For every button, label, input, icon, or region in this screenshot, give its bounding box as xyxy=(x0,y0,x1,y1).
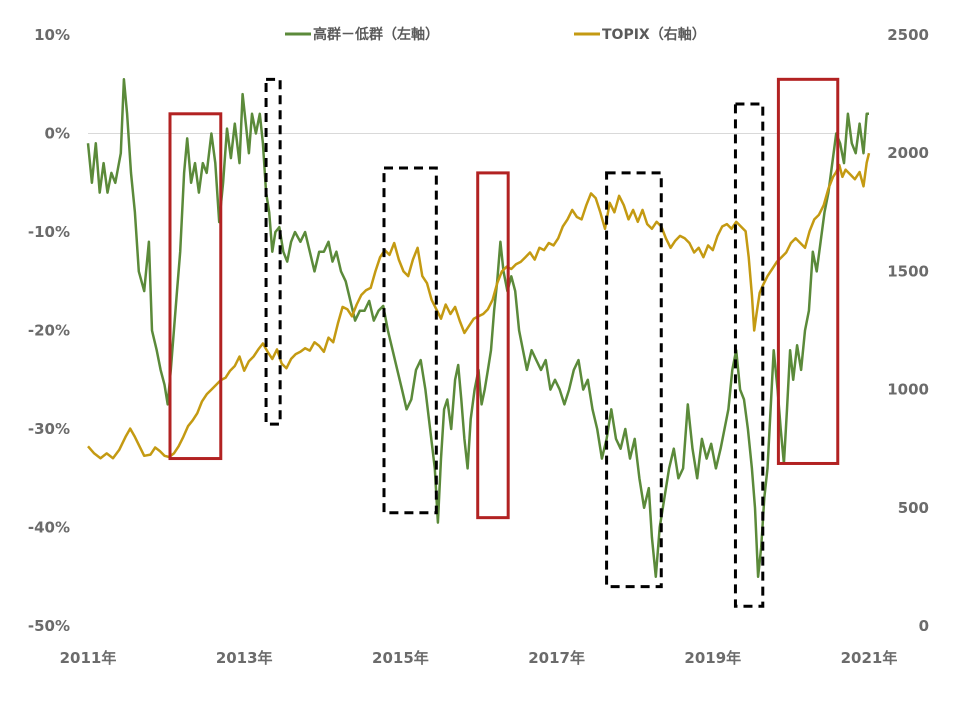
solid-highlight-box xyxy=(776,77,840,465)
dashed-highlight-box xyxy=(264,77,282,426)
left-axis-tick-label: -50% xyxy=(28,617,70,635)
right-axis-tick-label: 1500 xyxy=(887,262,929,280)
right-axis-tick-label: 500 xyxy=(898,499,929,517)
left-axis-tick-label: -30% xyxy=(28,420,70,438)
right-axis-ticks: 2500 2000 1500 1000 500 0 xyxy=(887,26,929,635)
x-axis-tick-label: 2011年 xyxy=(60,649,117,667)
right-axis-tick-label: 1000 xyxy=(887,381,929,399)
right-axis-tick-label: 0 xyxy=(919,617,929,635)
left-axis-tick-label: -10% xyxy=(28,223,70,241)
legend-label-spread: 高群－低群（左軸） xyxy=(313,26,439,43)
left-axis-tick-label: -40% xyxy=(28,519,70,537)
x-axis-tick-label: 2017年 xyxy=(528,649,585,667)
x-axis-tick-label: 2013年 xyxy=(216,649,273,667)
solid-highlight-box xyxy=(476,171,510,520)
left-axis-tick-label: -20% xyxy=(28,322,70,340)
legend-label-topix: TOPIX（右軸） xyxy=(602,26,706,43)
legend: 高群－低群（左軸） TOPIX（右軸） xyxy=(285,26,706,43)
dashed-highlight-box xyxy=(605,171,663,589)
x-axis-tick-label: 2015年 xyxy=(372,649,429,667)
left-axis-tick-label: 10% xyxy=(34,26,70,44)
right-axis-tick-label: 2000 xyxy=(887,144,929,162)
series-line-topix xyxy=(87,152,871,460)
right-axis-tick-label: 2500 xyxy=(887,26,929,44)
left-axis-tick-label: 0% xyxy=(45,125,70,143)
left-axis-ticks: 10% 0% -10% -20% -30% -40% -50% xyxy=(28,26,70,635)
x-axis-tick-label: 2021年 xyxy=(841,649,898,667)
solid-highlight-box xyxy=(168,112,223,461)
x-axis-ticks: 2011年 2013年 2015年 2017年 2019年 2021年 xyxy=(60,649,898,667)
highlight-box-layer xyxy=(168,77,840,608)
dashed-highlight-box xyxy=(382,166,438,515)
x-axis-tick-label: 2019年 xyxy=(684,649,741,667)
dashed-highlight-box xyxy=(733,102,765,608)
